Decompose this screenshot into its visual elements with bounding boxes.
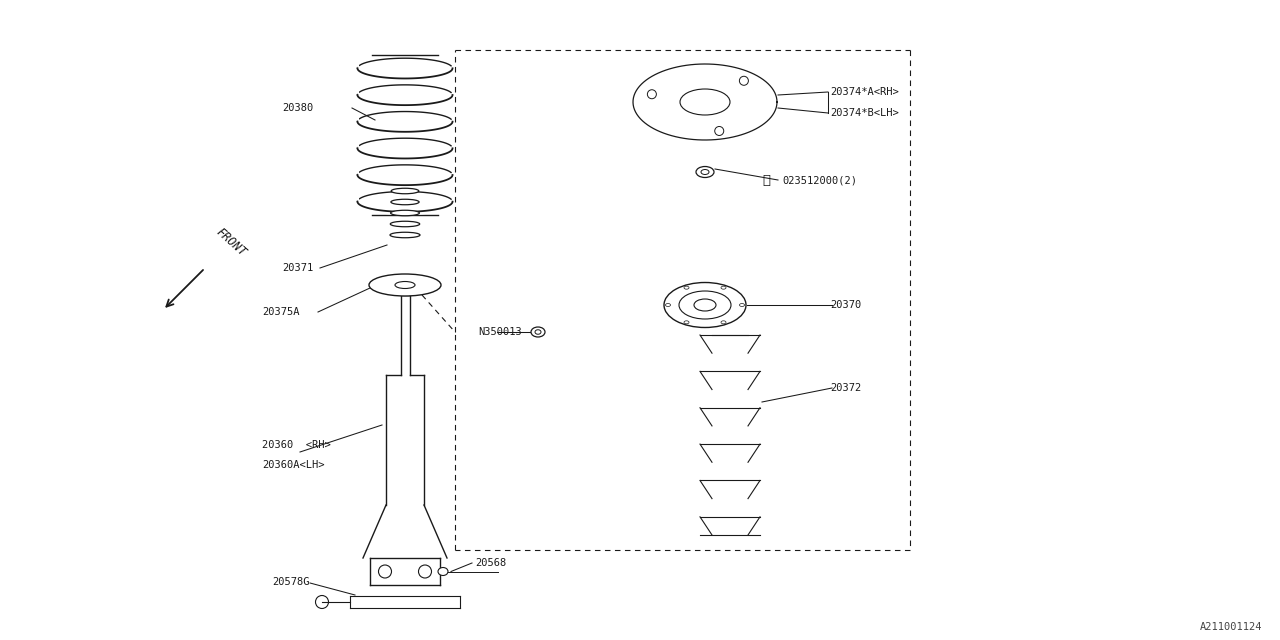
Text: 20578G: 20578G: [273, 577, 310, 587]
Ellipse shape: [684, 321, 689, 324]
Text: 20374*A<RH>: 20374*A<RH>: [829, 87, 899, 97]
Ellipse shape: [369, 274, 442, 296]
Ellipse shape: [721, 321, 726, 324]
Text: A211001124: A211001124: [1199, 622, 1262, 632]
Ellipse shape: [531, 327, 545, 337]
Ellipse shape: [696, 166, 714, 177]
Ellipse shape: [684, 286, 689, 289]
Ellipse shape: [535, 330, 541, 334]
Text: 20360A<LH>: 20360A<LH>: [262, 460, 325, 470]
Text: Ⓝ: Ⓝ: [762, 173, 771, 186]
Ellipse shape: [664, 282, 746, 328]
Ellipse shape: [390, 221, 420, 227]
Text: 20371: 20371: [282, 263, 314, 273]
Ellipse shape: [701, 170, 709, 175]
Text: N350013: N350013: [477, 327, 522, 337]
Ellipse shape: [392, 188, 419, 194]
Ellipse shape: [721, 286, 726, 289]
Ellipse shape: [680, 89, 730, 115]
Circle shape: [419, 565, 431, 578]
Text: 20568: 20568: [475, 558, 507, 568]
Text: FRONT: FRONT: [212, 225, 248, 259]
Ellipse shape: [666, 303, 671, 307]
Circle shape: [740, 76, 749, 85]
Ellipse shape: [390, 199, 419, 205]
Text: 20380: 20380: [282, 103, 314, 113]
Ellipse shape: [396, 282, 415, 289]
Ellipse shape: [390, 211, 420, 216]
Text: 20370: 20370: [829, 300, 861, 310]
Circle shape: [315, 595, 329, 609]
Text: 023512000(2): 023512000(2): [782, 175, 858, 185]
Circle shape: [648, 90, 657, 99]
Text: 20374*B<LH>: 20374*B<LH>: [829, 108, 899, 118]
Ellipse shape: [678, 291, 731, 319]
Circle shape: [714, 127, 723, 136]
Text: 20372: 20372: [829, 383, 861, 393]
Ellipse shape: [390, 232, 420, 237]
Ellipse shape: [740, 303, 745, 307]
Ellipse shape: [438, 568, 448, 575]
Ellipse shape: [694, 299, 716, 311]
Circle shape: [379, 565, 392, 578]
Text: 20360  <RH>: 20360 <RH>: [262, 440, 330, 450]
Text: 20375A: 20375A: [262, 307, 300, 317]
